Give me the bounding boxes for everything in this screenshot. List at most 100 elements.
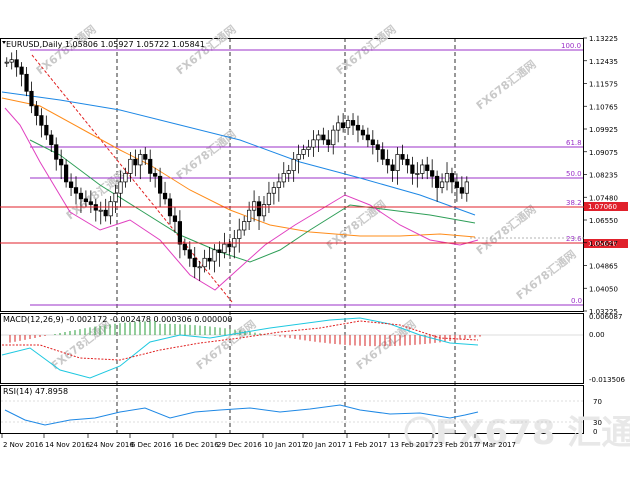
date-axis-label: 2 Nov 2016 <box>3 441 44 449</box>
candle[interactable] <box>400 154 405 160</box>
candle[interactable] <box>276 181 281 188</box>
candle[interactable] <box>98 209 103 212</box>
candle[interactable] <box>355 124 361 131</box>
candle[interactable] <box>59 158 64 166</box>
candle[interactable] <box>103 209 108 217</box>
candle[interactable] <box>153 173 158 177</box>
candle[interactable] <box>296 154 301 160</box>
candle[interactable] <box>34 105 39 116</box>
candle[interactable] <box>251 201 257 211</box>
candle[interactable] <box>138 154 143 166</box>
candle[interactable] <box>148 158 153 174</box>
candle[interactable] <box>177 221 182 245</box>
candle[interactable] <box>365 134 370 141</box>
candle[interactable] <box>291 158 296 171</box>
rsi-pane[interactable] <box>0 385 584 434</box>
candle[interactable] <box>39 115 44 126</box>
candle[interactable] <box>350 120 356 126</box>
candle[interactable] <box>237 229 242 239</box>
candle[interactable] <box>266 192 272 205</box>
candle[interactable] <box>29 90 34 107</box>
candle[interactable] <box>207 257 212 262</box>
candle[interactable] <box>227 243 232 248</box>
macd-pane[interactable] <box>0 313 584 384</box>
candle[interactable] <box>449 173 455 183</box>
candle[interactable] <box>24 73 29 92</box>
candle[interactable] <box>49 134 54 146</box>
candle[interactable] <box>341 122 346 129</box>
candle[interactable] <box>420 164 425 174</box>
candle[interactable] <box>410 164 415 174</box>
candle[interactable] <box>133 158 138 166</box>
candle[interactable] <box>14 59 19 68</box>
candle[interactable] <box>385 158 390 166</box>
candle[interactable] <box>395 154 400 171</box>
candle[interactable] <box>83 198 88 203</box>
candle[interactable] <box>64 164 69 183</box>
candle[interactable] <box>143 154 148 160</box>
candle[interactable] <box>172 215 178 222</box>
candle[interactable] <box>380 149 385 160</box>
candle[interactable] <box>321 134 326 141</box>
candle[interactable] <box>158 175 163 194</box>
candle[interactable] <box>271 187 276 194</box>
candle[interactable] <box>108 201 113 217</box>
candle[interactable] <box>459 187 464 194</box>
price-pane[interactable] <box>0 38 584 312</box>
candle[interactable] <box>19 66 24 75</box>
candle[interactable] <box>316 134 321 141</box>
candle[interactable] <box>44 124 49 136</box>
candle[interactable] <box>9 59 14 63</box>
candle[interactable] <box>444 173 450 183</box>
candle[interactable] <box>311 139 316 148</box>
candle[interactable] <box>54 144 59 160</box>
candle[interactable] <box>256 201 262 217</box>
candle[interactable] <box>182 243 187 251</box>
chart-menu-icon[interactable] <box>2 41 6 44</box>
candle[interactable] <box>88 201 93 205</box>
candle[interactable] <box>162 192 168 200</box>
candle[interactable] <box>336 122 341 131</box>
candle[interactable] <box>192 257 197 268</box>
candle[interactable] <box>242 221 247 231</box>
candle[interactable] <box>286 170 291 174</box>
candle[interactable] <box>197 266 202 269</box>
candle[interactable] <box>4 61 9 64</box>
candle[interactable] <box>68 181 74 188</box>
candle[interactable] <box>217 249 222 253</box>
candle[interactable] <box>202 257 207 268</box>
candle[interactable] <box>430 170 435 177</box>
candle[interactable] <box>78 192 84 200</box>
candle[interactable] <box>415 173 420 175</box>
candle[interactable] <box>390 164 395 171</box>
candle[interactable] <box>123 173 128 183</box>
candle[interactable] <box>306 146 311 150</box>
candle[interactable] <box>360 129 366 136</box>
candle[interactable] <box>222 243 227 253</box>
candle[interactable] <box>247 209 252 222</box>
candle[interactable] <box>261 204 267 217</box>
trendline[interactable] <box>31 54 233 303</box>
candle[interactable] <box>281 173 286 183</box>
candle[interactable] <box>187 249 192 259</box>
price-axis-label: 1.12435 <box>589 58 618 66</box>
price-axis-label: 1.08235 <box>589 172 618 180</box>
candle[interactable] <box>118 181 123 194</box>
candle[interactable] <box>212 249 217 262</box>
candle[interactable] <box>405 158 410 166</box>
candle[interactable] <box>435 175 440 188</box>
candle[interactable] <box>345 120 351 129</box>
candle[interactable] <box>73 187 79 194</box>
candle[interactable] <box>301 149 306 155</box>
candle[interactable] <box>425 164 430 171</box>
candle[interactable] <box>370 139 375 146</box>
candle[interactable] <box>464 181 469 194</box>
candle[interactable] <box>439 181 445 188</box>
candle[interactable] <box>326 139 331 146</box>
candle[interactable] <box>113 192 118 203</box>
candle[interactable] <box>128 158 133 174</box>
candle[interactable] <box>331 129 336 146</box>
candle[interactable] <box>454 181 460 188</box>
candle[interactable] <box>375 144 380 150</box>
